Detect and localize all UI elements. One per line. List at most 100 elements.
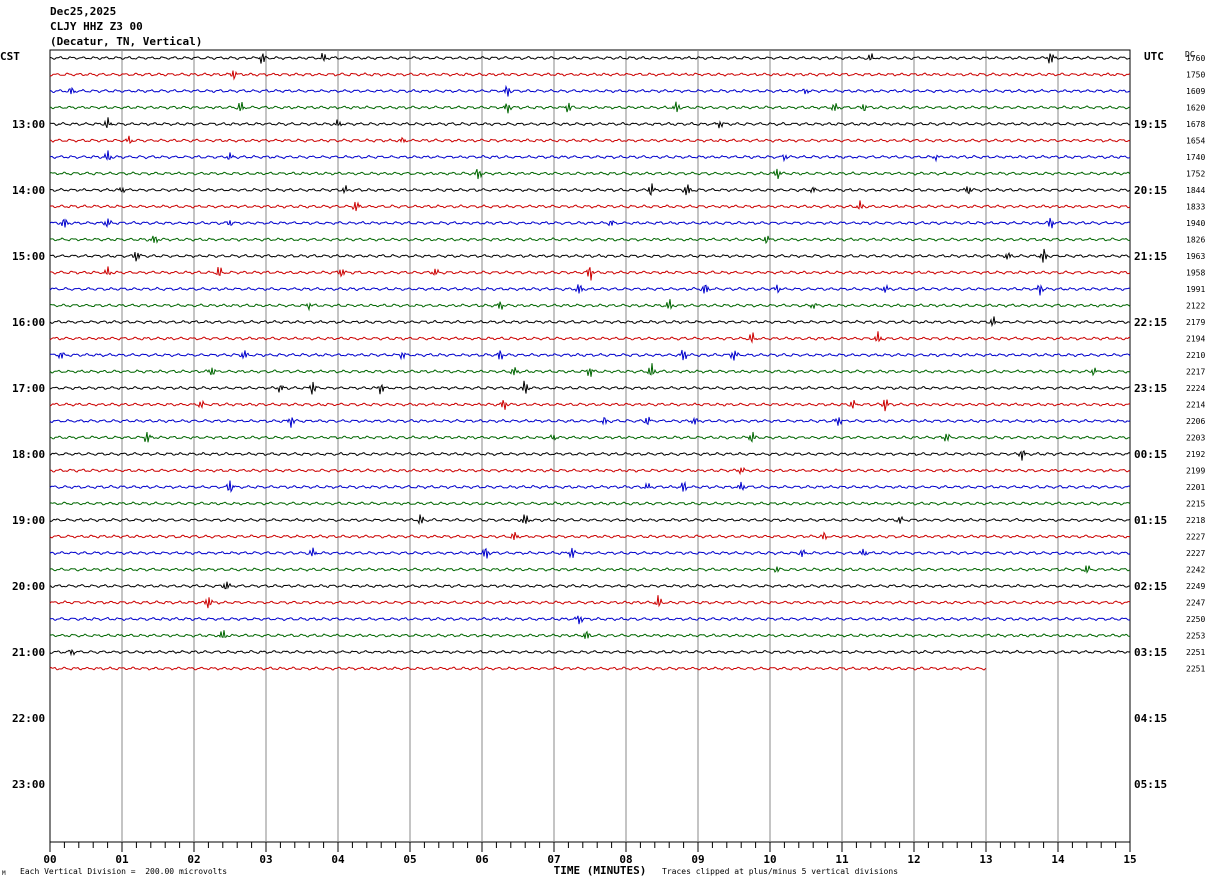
x-tick-label: 04 xyxy=(331,853,345,866)
seismic-trace xyxy=(49,183,1131,197)
dc-offset-value: 1740 xyxy=(1186,153,1205,162)
seismic-trace xyxy=(49,349,1131,361)
seismic-trace xyxy=(49,70,1131,81)
cst-hour-label: 23:00 xyxy=(12,778,45,791)
dc-offset-value: 1826 xyxy=(1186,236,1205,245)
seismic-trace xyxy=(49,217,1131,229)
utc-hour-label: 02:15 xyxy=(1134,580,1167,593)
dc-offset-value: 2249 xyxy=(1186,582,1205,591)
seismic-trace xyxy=(49,380,1131,395)
dc-offset-value: 2201 xyxy=(1186,483,1205,492)
seismic-trace xyxy=(49,581,1130,590)
seismic-trace xyxy=(49,168,1131,180)
cst-hour-label: 14:00 xyxy=(12,184,45,197)
seismic-trace xyxy=(49,431,1130,443)
plot-frame xyxy=(49,49,1131,843)
x-tick-label: 03 xyxy=(259,853,272,866)
dc-offset-value: 1760 xyxy=(1186,54,1205,63)
clipping-note: Traces clipped at plus/minus 5 vertical … xyxy=(662,867,899,876)
seismic-trace xyxy=(50,117,1130,129)
vertical-scale-note: Each Vertical Division = 200.00 microvol… xyxy=(20,867,228,876)
seismic-trace xyxy=(49,595,1131,609)
x-tick-label: 14 xyxy=(1051,853,1065,866)
dc-offset-value: 1609 xyxy=(1186,87,1205,96)
seismic-trace xyxy=(49,450,1131,461)
dc-offset-value: 2215 xyxy=(1186,500,1205,509)
plot-date: Dec25,2025 xyxy=(50,5,117,18)
seismic-trace xyxy=(49,615,1131,625)
x-tick-label: 08 xyxy=(619,853,632,866)
x-tick-label: 15 xyxy=(1123,853,1136,866)
dc-offset-value: 2217 xyxy=(1186,368,1205,377)
dc-offset-value: 1958 xyxy=(1186,269,1205,278)
utc-hour-label: 05:15 xyxy=(1134,778,1167,791)
seismic-trace xyxy=(49,150,1131,163)
utc-hour-label: 22:15 xyxy=(1134,316,1167,329)
utc-hour-label: 21:15 xyxy=(1134,250,1167,263)
dc-offset-value: 1750 xyxy=(1186,71,1205,80)
utc-hour-label: 03:15 xyxy=(1134,646,1167,659)
dc-offset-value: 2203 xyxy=(1186,434,1205,443)
x-tick-label: 13 xyxy=(979,853,992,866)
x-tick-label: 05 xyxy=(403,853,416,866)
dc-offset-value: 2194 xyxy=(1186,335,1205,344)
utc-hour-label: 01:15 xyxy=(1134,514,1167,527)
station-code: CLJY HHZ Z3 00 xyxy=(50,20,143,33)
dc-offset-value: 1678 xyxy=(1186,120,1205,129)
cst-hour-label: 17:00 xyxy=(12,382,45,395)
dc-offset-value: 2250 xyxy=(1186,615,1205,624)
seismic-trace xyxy=(49,283,1131,296)
dc-offset-value: 1844 xyxy=(1186,186,1205,195)
utc-hour-label: 20:15 xyxy=(1134,184,1167,197)
seismic-trace xyxy=(49,363,1131,377)
dc-offset-value: 2251 xyxy=(1186,648,1205,657)
x-tick-label: 02 xyxy=(187,853,200,866)
cst-hour-label: 21:00 xyxy=(12,646,45,659)
dc-offset-value: 1654 xyxy=(1186,137,1205,146)
x-tick-label: 09 xyxy=(691,853,704,866)
dc-offset-value: 2218 xyxy=(1186,516,1205,525)
x-tick-label: 12 xyxy=(907,853,920,866)
dc-offset-value: 2192 xyxy=(1186,450,1205,459)
utc-hour-label: 04:15 xyxy=(1134,712,1167,725)
dc-offset-value: 2253 xyxy=(1186,632,1205,641)
seismic-trace xyxy=(49,235,1131,245)
local-timezone-label: CST xyxy=(0,50,20,63)
seismic-trace xyxy=(49,466,1131,476)
cst-hour-label: 18:00 xyxy=(12,448,45,461)
x-tick-label: 01 xyxy=(115,853,129,866)
x-tick-label: 00 xyxy=(43,853,56,866)
seismic-trace xyxy=(49,416,1131,428)
dc-offset-value: 1833 xyxy=(1186,203,1205,212)
x-axis-title: TIME (MINUTES) xyxy=(554,864,647,877)
dc-offset-value: 1752 xyxy=(1186,170,1205,179)
seismic-trace xyxy=(49,299,1131,312)
x-tick-label: 10 xyxy=(763,853,776,866)
cst-hour-label: 13:00 xyxy=(12,118,45,131)
dc-offset-value: 2214 xyxy=(1186,401,1205,410)
seismic-trace xyxy=(49,331,1131,344)
seismic-trace xyxy=(49,547,1131,559)
seismic-trace xyxy=(49,514,1131,526)
x-tick-label: 11 xyxy=(835,853,849,866)
dc-offset-value: 1963 xyxy=(1186,252,1205,261)
x-tick-label: 06 xyxy=(475,853,489,866)
dc-offset-value: 1940 xyxy=(1186,219,1205,228)
dc-offset-value: 1620 xyxy=(1186,104,1205,113)
seismic-trace xyxy=(49,531,1131,541)
dc-offset-value: 2199 xyxy=(1186,467,1205,476)
seismic-trace xyxy=(49,480,1131,494)
cst-hour-label: 19:00 xyxy=(12,514,45,527)
seismic-trace xyxy=(49,135,1131,144)
seismic-trace xyxy=(50,248,1130,263)
dc-offset-value: 1991 xyxy=(1186,285,1205,294)
dc-offset-value: 2210 xyxy=(1186,351,1205,360)
dc-offset-header: DC xyxy=(1185,50,1195,59)
dc-offset-value: 2242 xyxy=(1186,566,1205,575)
cst-hour-label: 16:00 xyxy=(12,316,45,329)
cst-hour-label: 15:00 xyxy=(12,250,45,263)
cst-hour-label: 22:00 xyxy=(12,712,45,725)
dc-offset-value: 2179 xyxy=(1186,318,1205,327)
seismic-trace xyxy=(49,84,1131,97)
